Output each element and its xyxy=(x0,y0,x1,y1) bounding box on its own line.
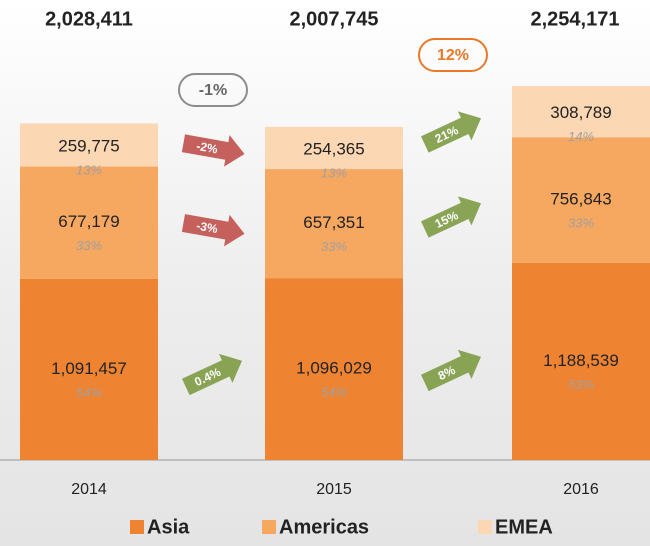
bar-segment xyxy=(265,278,403,460)
bar-segment xyxy=(512,137,650,263)
value-label: 677,179 xyxy=(58,212,119,231)
legend-swatch xyxy=(130,520,144,534)
arrow-shape xyxy=(181,214,245,247)
value-label: 1,188,539 xyxy=(543,351,619,370)
legend-label: EMEA xyxy=(495,516,553,538)
bar-segment xyxy=(20,278,158,460)
growth-arrow: 21% xyxy=(421,111,482,153)
share-label: 33% xyxy=(76,238,102,253)
growth-label: -2% xyxy=(195,139,219,157)
total-change-label: -1% xyxy=(199,82,227,99)
share-label: 13% xyxy=(76,162,102,177)
growth-arrow: 15% xyxy=(421,196,482,238)
total-change-oval xyxy=(178,73,248,107)
arrow-shape xyxy=(181,134,245,167)
share-label: 54% xyxy=(76,385,102,400)
bar-segment xyxy=(512,262,650,460)
growth-arrow: 8% xyxy=(421,349,482,392)
value-label: 1,096,029 xyxy=(296,359,372,378)
bar-segment xyxy=(265,169,403,279)
total-label: 2,254,171 xyxy=(531,8,620,30)
growth-arrow: -3% xyxy=(181,214,245,247)
share-label: 33% xyxy=(568,215,594,230)
share-label: 33% xyxy=(321,239,347,254)
growth-label: 8% xyxy=(436,363,458,383)
x-tick-label: 2015 xyxy=(316,481,352,498)
legend-label: Asia xyxy=(147,516,190,538)
total-label: 2,007,745 xyxy=(290,8,379,30)
share-label: 54% xyxy=(321,385,347,400)
share-label: 53% xyxy=(568,377,594,392)
total-change-label: 12% xyxy=(437,47,469,64)
arrow-shape xyxy=(421,349,482,392)
value-label: 1,091,457 xyxy=(51,359,127,378)
total-change-oval xyxy=(418,38,488,72)
value-label: 756,843 xyxy=(550,190,611,209)
value-label: 254,365 xyxy=(303,139,364,158)
legend-swatch xyxy=(262,520,276,534)
arrow-shape xyxy=(421,196,482,238)
x-tick-label: 2016 xyxy=(563,481,599,498)
arrow-shape xyxy=(421,111,482,153)
legend-swatch xyxy=(478,520,492,534)
total-label: 2,028,411 xyxy=(45,8,133,30)
value-label: 259,775 xyxy=(58,136,119,155)
share-label: 14% xyxy=(568,129,594,144)
legend-label: Americas xyxy=(279,516,369,538)
bar-segment xyxy=(20,166,158,279)
growth-label: -3% xyxy=(195,219,219,237)
bar-segment xyxy=(265,126,403,170)
value-label: 657,351 xyxy=(303,213,364,232)
bar-segment xyxy=(20,123,158,167)
share-label: 13% xyxy=(321,165,347,180)
value-label: 308,789 xyxy=(550,103,611,122)
bar-segment xyxy=(512,86,650,138)
growth-arrow: -2% xyxy=(181,134,245,167)
x-tick-label: 2014 xyxy=(71,481,107,498)
arrow-shape xyxy=(182,353,243,396)
